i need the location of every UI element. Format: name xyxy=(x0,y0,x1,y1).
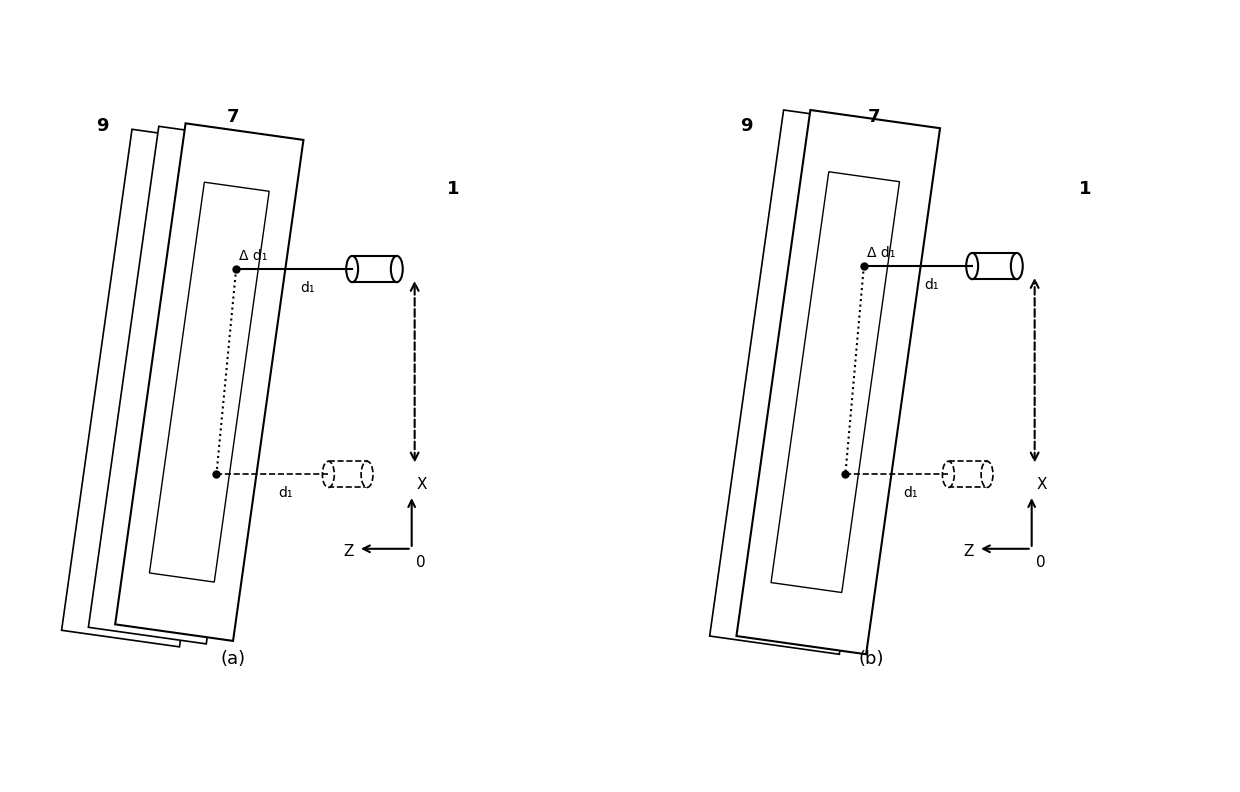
Text: 0: 0 xyxy=(1037,554,1047,569)
Polygon shape xyxy=(115,124,304,641)
Ellipse shape xyxy=(346,256,358,282)
Ellipse shape xyxy=(981,461,993,488)
Text: d₁: d₁ xyxy=(924,278,939,292)
Polygon shape xyxy=(709,110,913,654)
Ellipse shape xyxy=(1011,253,1023,279)
Text: Δ d₁: Δ d₁ xyxy=(239,249,268,263)
Text: 1: 1 xyxy=(448,180,460,198)
Ellipse shape xyxy=(942,461,955,488)
Polygon shape xyxy=(771,172,899,592)
Text: X: X xyxy=(417,478,427,493)
Text: 9: 9 xyxy=(740,117,753,135)
Polygon shape xyxy=(949,461,987,488)
Text: Z: Z xyxy=(343,544,353,559)
Ellipse shape xyxy=(361,461,373,488)
Polygon shape xyxy=(88,126,277,644)
Text: Z: Z xyxy=(963,544,973,559)
Polygon shape xyxy=(329,461,367,488)
Polygon shape xyxy=(352,256,397,282)
Polygon shape xyxy=(150,182,269,582)
Text: d₁: d₁ xyxy=(278,486,293,501)
Text: d₁: d₁ xyxy=(903,486,918,501)
Polygon shape xyxy=(62,129,250,647)
Ellipse shape xyxy=(391,256,403,282)
Text: X: X xyxy=(1037,478,1047,493)
Text: 9: 9 xyxy=(95,117,108,135)
Text: 7: 7 xyxy=(227,109,239,127)
Ellipse shape xyxy=(966,253,978,279)
Text: Δ d₁: Δ d₁ xyxy=(867,246,895,260)
Text: 7: 7 xyxy=(868,109,880,127)
Text: 1: 1 xyxy=(1079,180,1091,198)
Polygon shape xyxy=(972,253,1017,279)
Polygon shape xyxy=(737,110,940,654)
Text: (a): (a) xyxy=(221,649,246,668)
Text: d₁: d₁ xyxy=(300,281,315,295)
Text: (b): (b) xyxy=(858,649,884,668)
Text: 0: 0 xyxy=(417,554,427,569)
Ellipse shape xyxy=(322,461,335,488)
